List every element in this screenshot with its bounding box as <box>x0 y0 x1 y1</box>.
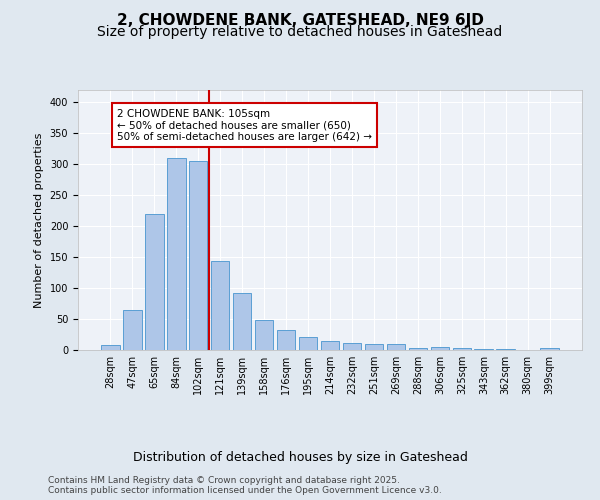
Bar <box>541 348 559 350</box>
Bar <box>255 320 274 350</box>
Bar <box>365 344 383 350</box>
Bar <box>431 347 449 350</box>
Bar <box>277 330 295 350</box>
Bar <box>123 310 142 350</box>
Bar <box>211 262 229 350</box>
Y-axis label: Number of detached properties: Number of detached properties <box>34 132 44 308</box>
Text: 2, CHOWDENE BANK, GATESHEAD, NE9 6JD: 2, CHOWDENE BANK, GATESHEAD, NE9 6JD <box>116 12 484 28</box>
Bar <box>343 343 361 350</box>
Bar <box>320 340 340 350</box>
Bar <box>167 158 185 350</box>
Bar <box>452 348 471 350</box>
Text: Size of property relative to detached houses in Gateshead: Size of property relative to detached ho… <box>97 25 503 39</box>
Bar <box>299 337 317 350</box>
Bar <box>189 161 208 350</box>
Text: Contains HM Land Registry data © Crown copyright and database right 2025.
Contai: Contains HM Land Registry data © Crown c… <box>48 476 442 495</box>
Bar <box>233 293 251 350</box>
Text: 2 CHOWDENE BANK: 105sqm
← 50% of detached houses are smaller (650)
50% of semi-d: 2 CHOWDENE BANK: 105sqm ← 50% of detache… <box>117 108 372 142</box>
Bar <box>386 344 405 350</box>
Bar <box>145 214 164 350</box>
Bar <box>101 345 119 350</box>
Bar <box>409 348 427 350</box>
Text: Distribution of detached houses by size in Gateshead: Distribution of detached houses by size … <box>133 451 467 464</box>
